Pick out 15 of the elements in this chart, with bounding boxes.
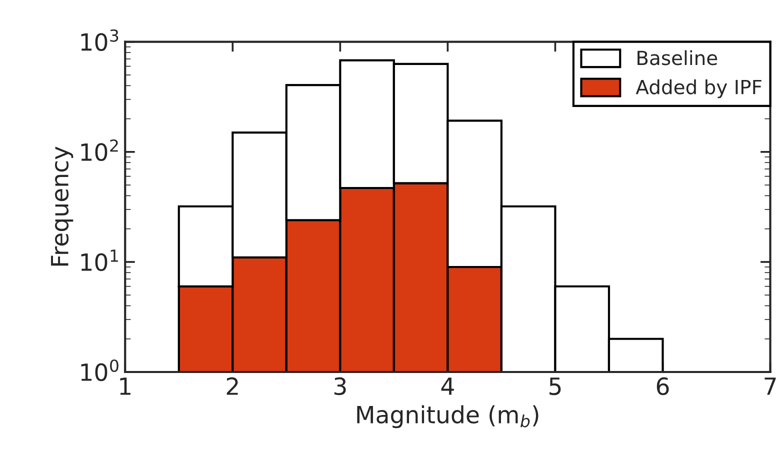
y-tick-label: 10$^{2}$ <box>81 139 118 162</box>
y-tick-label: 10$^{3}$ <box>81 29 118 51</box>
legend-label: Added by IPF <box>636 79 762 98</box>
x-axis-title: Magnitude (m$_{b}$) <box>357 405 538 428</box>
legend-label: Baseline <box>638 50 718 66</box>
y-tick-label: 10$^{0}$ <box>81 359 118 382</box>
x-tick-label: 3 <box>334 377 346 396</box>
x-tick-label: 4 <box>441 378 454 395</box>
x-tick-label: 5 <box>550 378 561 396</box>
x-tick-label: 2 <box>226 377 238 395</box>
x-tick-label: 6 <box>656 377 669 396</box>
y-axis-title: Frequency <box>51 146 74 266</box>
x-tick-label: 7 <box>764 378 776 395</box>
y-tick-label: 10$^{1}$ <box>81 250 118 272</box>
x-tick-label: 1 <box>120 378 130 395</box>
